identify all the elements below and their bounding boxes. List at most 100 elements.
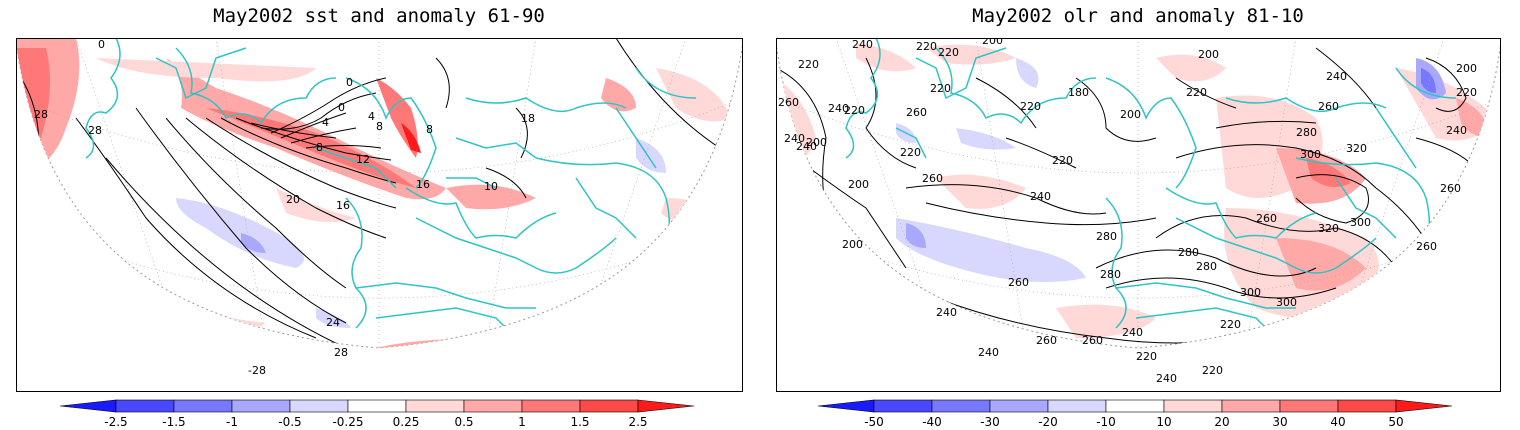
- contour-label: 260: [1318, 100, 1339, 113]
- contour-label: 240: [1156, 372, 1177, 385]
- contour-label: 220: [938, 46, 959, 59]
- colorbar-tick-label: 20: [1214, 415, 1229, 429]
- contour-label: 260: [1416, 240, 1437, 253]
- contour-label: 240: [978, 346, 999, 359]
- positive-anomaly-patch: [206, 108, 416, 188]
- contour-label: 200: [848, 178, 869, 191]
- contour-label: 240: [1326, 70, 1347, 83]
- colorbar-tick-label: -1: [226, 415, 238, 429]
- colorbar-tick-label: 1.5: [570, 415, 589, 429]
- contour-label: 200: [1198, 48, 1219, 61]
- sst-anomaly-map: 0 0 4 0 4 8 8 8 12 16 16 20 28 28 24 28 …: [16, 38, 743, 392]
- contour-label: 240: [852, 38, 873, 51]
- colorbar-segment: [931, 399, 991, 413]
- negative-anomaly-patch: [176, 198, 304, 268]
- colorbar-tick-label: 1: [518, 415, 526, 429]
- olr-anomaly-map: 260 240 200 240 220 240 220 220 200 220 …: [776, 38, 1501, 392]
- contour-label: 260: [1440, 182, 1461, 195]
- contour-label: 200: [982, 38, 1003, 47]
- map-frame: [16, 38, 743, 392]
- projection-boundary: [16, 41, 743, 349]
- contour-label: 220: [930, 82, 951, 95]
- negative-anomaly-patch: [1421, 68, 1436, 93]
- contour-label: 300: [1300, 148, 1321, 161]
- negative-anomaly-patch: [241, 233, 266, 253]
- colorbar-tick-label: 30: [1272, 415, 1287, 429]
- positive-anomaly-patch: [926, 44, 1016, 65]
- contour-label: 280: [1196, 260, 1217, 273]
- colorbar-tick-label: 0.5: [454, 415, 473, 429]
- positive-anomaly-patch: [1056, 304, 1156, 338]
- colorbar-segment: [405, 399, 465, 413]
- positive-anomaly-patch: [446, 184, 536, 210]
- colorbar-segment: [231, 399, 291, 413]
- sst-contour-labels: 0 0 4 0 4 8 8 8 12 16 16 20 28 28 24 28 …: [34, 38, 535, 377]
- colorbar-tick-label: -2.5: [104, 415, 127, 429]
- colorbar-segment: [347, 399, 407, 413]
- contour-label: 24: [326, 316, 340, 329]
- sst-anomaly-colorbar: -2.5 -1.5 -1 -0.5 -0.25 0.25 0.5 1 1.5 2.5: [60, 399, 695, 429]
- positive-anomaly-patch: [656, 68, 731, 122]
- contour-label: 240: [936, 306, 957, 319]
- contour-label: 16: [416, 178, 430, 191]
- contour-label: 10: [484, 180, 498, 193]
- colorbar-segment: [463, 399, 523, 413]
- positive-anomaly-patch: [401, 123, 421, 153]
- negative-anomaly-patch: [956, 128, 1016, 150]
- contour-label: 260: [778, 96, 799, 109]
- colorbar-segment: [989, 399, 1049, 413]
- colorbar-tick-label: 0.25: [393, 415, 420, 429]
- negative-anomaly-patch: [316, 308, 351, 328]
- contour-label: 240: [1446, 124, 1467, 137]
- negative-anomaly-patch: [1016, 58, 1039, 88]
- olr-contours: [776, 47, 1477, 348]
- contour-label: 220: [1052, 154, 1073, 167]
- positive-anomaly-patch: [856, 43, 916, 72]
- colorbar-segment: [873, 399, 933, 413]
- contour-label: 4: [368, 110, 375, 123]
- contour-label: 28: [334, 346, 348, 359]
- contour-label: 28: [88, 124, 102, 137]
- contour-label: 260: [1036, 334, 1057, 347]
- contour-label: 16: [336, 199, 350, 212]
- contour-label: 220: [1456, 86, 1477, 99]
- contour-label: -28: [248, 364, 266, 377]
- contour-label: 4: [322, 116, 329, 129]
- contour-label: 8: [426, 123, 433, 136]
- colorbar-segment: [1105, 399, 1165, 413]
- positive-anomaly-patch: [1276, 238, 1366, 291]
- colorbar-low-extension: [60, 399, 117, 413]
- contour-label: 8: [316, 141, 323, 154]
- colorbar-tick-label: -0.5: [278, 415, 301, 429]
- colorbar-tick-label: 2.5: [628, 415, 647, 429]
- contour-label: 240: [1030, 190, 1051, 203]
- colorbar-tick-label: -30: [980, 415, 1000, 429]
- contour-label: 200: [806, 136, 827, 149]
- contour-label: 280: [1296, 126, 1317, 139]
- contour-label: 200: [1456, 62, 1477, 75]
- colorbar-high-extension: [1395, 399, 1453, 413]
- contour-label: 260: [922, 172, 943, 185]
- contour-label: 220: [1220, 318, 1241, 331]
- positive-anomaly-patch: [96, 58, 316, 82]
- colorbar-tick-label: -40: [922, 415, 942, 429]
- negative-anomaly-patch: [896, 218, 1086, 282]
- colorbar-tick-label: -50: [864, 415, 884, 429]
- colorbar-segment: [115, 399, 175, 413]
- contour-label: 240: [828, 102, 849, 115]
- colorbar-segment: [579, 399, 639, 413]
- contour-label: 320: [1346, 142, 1367, 155]
- contour-label: 220: [798, 58, 819, 71]
- contour-label: 240: [784, 132, 805, 145]
- contour-label: 220: [916, 40, 937, 53]
- positive-anomaly-patch: [1156, 54, 1226, 82]
- contour-label: 320: [1318, 222, 1339, 235]
- colorbar-segment: [1163, 399, 1223, 413]
- contour-label: 8: [376, 120, 383, 133]
- colorbar-high-extension: [637, 399, 695, 413]
- colorbar-tick-label: -0.25: [332, 415, 363, 429]
- contour-label: 280: [1096, 230, 1117, 243]
- colorbar-tick-label: -10: [1096, 415, 1116, 429]
- contour-label: 12: [356, 153, 370, 166]
- graticule: [776, 38, 1501, 348]
